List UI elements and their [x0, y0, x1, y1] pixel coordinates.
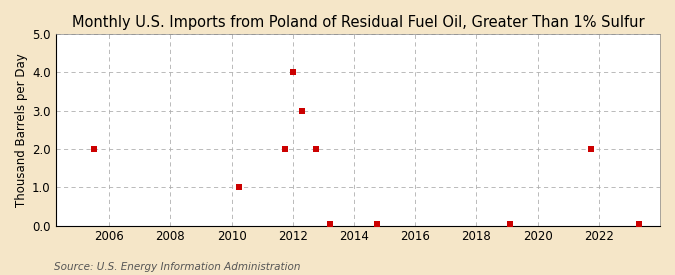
Point [310, 147, 321, 151]
Point [324, 222, 335, 226]
Point [633, 222, 644, 226]
Point [234, 185, 244, 189]
Text: Source: U.S. Energy Information Administration: Source: U.S. Energy Information Administ… [54, 262, 300, 272]
Title: Monthly U.S. Imports from Poland of Residual Fuel Oil, Greater Than 1% Sulfur: Monthly U.S. Imports from Poland of Resi… [72, 15, 644, 30]
Point [371, 222, 382, 226]
Point [586, 147, 597, 151]
Point [505, 222, 516, 226]
Point [88, 147, 99, 151]
Y-axis label: Thousand Barrels per Day: Thousand Barrels per Day [15, 53, 28, 207]
Point [288, 70, 298, 75]
Point [279, 147, 290, 151]
Point [296, 108, 307, 113]
